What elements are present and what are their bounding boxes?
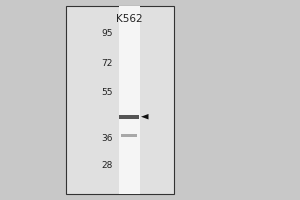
Text: 72: 72 [101,59,112,68]
Text: K562: K562 [116,14,142,24]
Polygon shape [141,114,148,119]
Bar [119,115,139,119]
Text: 95: 95 [101,29,112,38]
Text: 36: 36 [101,134,112,143]
Text: 28: 28 [101,161,112,170]
Bar [118,6,140,194]
Bar [66,6,174,194]
Bar [121,134,137,137]
Text: 55: 55 [101,88,112,97]
